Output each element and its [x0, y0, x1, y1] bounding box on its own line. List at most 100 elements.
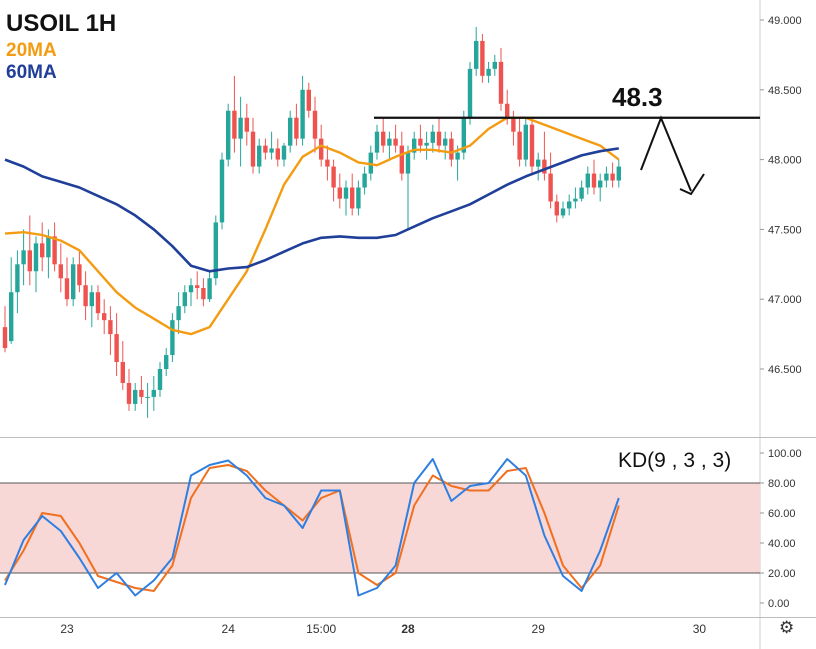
- candle-body: [288, 117, 293, 146]
- kd-tick-label: 100.00: [768, 448, 802, 460]
- candle-body: [393, 138, 398, 146]
- candle-body: [9, 292, 14, 342]
- candle-body: [585, 173, 590, 188]
- time-tick-label: 23: [60, 622, 74, 636]
- candle-body: [89, 292, 94, 307]
- candle-body: [343, 187, 349, 199]
- candle-body: [424, 142, 429, 146]
- candle-body: [52, 236, 57, 265]
- candle-body: [319, 138, 324, 160]
- candle-body: [219, 159, 225, 223]
- price-tick-label: 48.500: [768, 85, 802, 97]
- kd-tick-label: 60.00: [768, 508, 796, 520]
- candle-body: [306, 89, 311, 111]
- candle-body: [418, 138, 423, 146]
- candle-body: [188, 285, 194, 293]
- candle-body: [430, 131, 435, 143]
- candle-body: [176, 306, 181, 321]
- candle-body: [387, 138, 392, 146]
- candle-body: [374, 131, 380, 153]
- candle-body: [536, 159, 541, 167]
- candles: [2, 26, 621, 418]
- time-tick-label: 24: [222, 622, 236, 636]
- candle-body: [616, 166, 621, 181]
- candle-body: [213, 222, 218, 279]
- candle-body: [486, 68, 491, 76]
- time-tick-label: 15:00: [306, 622, 336, 636]
- candle-body: [77, 264, 82, 286]
- candle-body: [27, 250, 32, 272]
- candle-body: [33, 243, 39, 272]
- kd-title: KD(9 , 3 , 3): [618, 449, 732, 472]
- candle-body: [238, 117, 243, 139]
- candle-body: [263, 145, 268, 153]
- candle-body: [15, 264, 20, 293]
- price-tick-label: 49.000: [768, 15, 802, 27]
- candle-body: [170, 320, 175, 356]
- projection-arrow: [640, 115, 692, 192]
- candle-body: [573, 198, 578, 202]
- price-tick-label: 46.500: [768, 364, 802, 376]
- candle-body: [498, 61, 504, 104]
- arrow-head: [679, 173, 705, 196]
- candle-body: [114, 334, 119, 363]
- candle-body: [145, 396, 150, 398]
- candle-body: [492, 61, 497, 69]
- candle-body: [554, 201, 559, 216]
- candle-body: [207, 278, 212, 300]
- candle-body: [461, 117, 466, 153]
- kd-tick-label: 0.00: [768, 598, 789, 610]
- candle-body: [164, 355, 169, 369]
- candle-body: [560, 208, 566, 216]
- kd-band: [0, 483, 760, 573]
- kd-k-line: [4, 458, 620, 597]
- candle-body: [399, 145, 404, 174]
- legend-ma20: 20MA: [6, 40, 57, 61]
- time-tick-label: 28: [401, 622, 415, 636]
- candle-body: [542, 159, 547, 174]
- candle-body: [505, 103, 510, 118]
- candle-body: [591, 173, 597, 188]
- candle-body: [195, 285, 200, 289]
- candle-body: [356, 187, 361, 209]
- candle-body: [58, 264, 63, 279]
- candle-body: [182, 292, 187, 307]
- candle-body: [449, 138, 454, 160]
- ma60-line: [4, 147, 619, 273]
- candle-body: [250, 131, 256, 167]
- kd-tick-label: 20.00: [768, 568, 796, 580]
- candle-body: [381, 131, 386, 146]
- candle-body: [139, 389, 144, 397]
- candle-body: [294, 117, 299, 139]
- candle-body: [474, 40, 479, 69]
- candle-body: [2, 327, 8, 349]
- legend-ma60: 60MA: [6, 62, 57, 83]
- candle-body: [257, 145, 262, 167]
- candle-body: [436, 131, 442, 146]
- candle-body: [108, 320, 113, 335]
- candle-body: [517, 131, 522, 160]
- candle-body: [201, 288, 206, 300]
- candle-body: [102, 313, 107, 321]
- candle-body: [405, 152, 411, 174]
- candle-body: [244, 117, 249, 132]
- candle-body: [275, 148, 280, 160]
- candle-body: [480, 40, 485, 76]
- candle-body: [281, 145, 287, 160]
- candle-body: [548, 173, 553, 202]
- candle-body: [455, 152, 460, 160]
- candle-body: [325, 159, 330, 167]
- price-tick-label: 48.000: [768, 155, 802, 167]
- gear-icon[interactable]: ⚙: [779, 618, 795, 638]
- candle-body: [151, 389, 156, 397]
- time-tick-label: 29: [532, 622, 546, 636]
- candle-body: [511, 117, 516, 132]
- kd-tick-label: 80.00: [768, 478, 796, 490]
- candle-body: [120, 362, 125, 383]
- price-tick-label: 47.500: [768, 224, 802, 236]
- candle-body: [412, 138, 417, 153]
- candle-body: [269, 148, 274, 153]
- candle-body: [579, 187, 584, 199]
- candle-body: [443, 138, 448, 146]
- candle-body: [226, 110, 231, 160]
